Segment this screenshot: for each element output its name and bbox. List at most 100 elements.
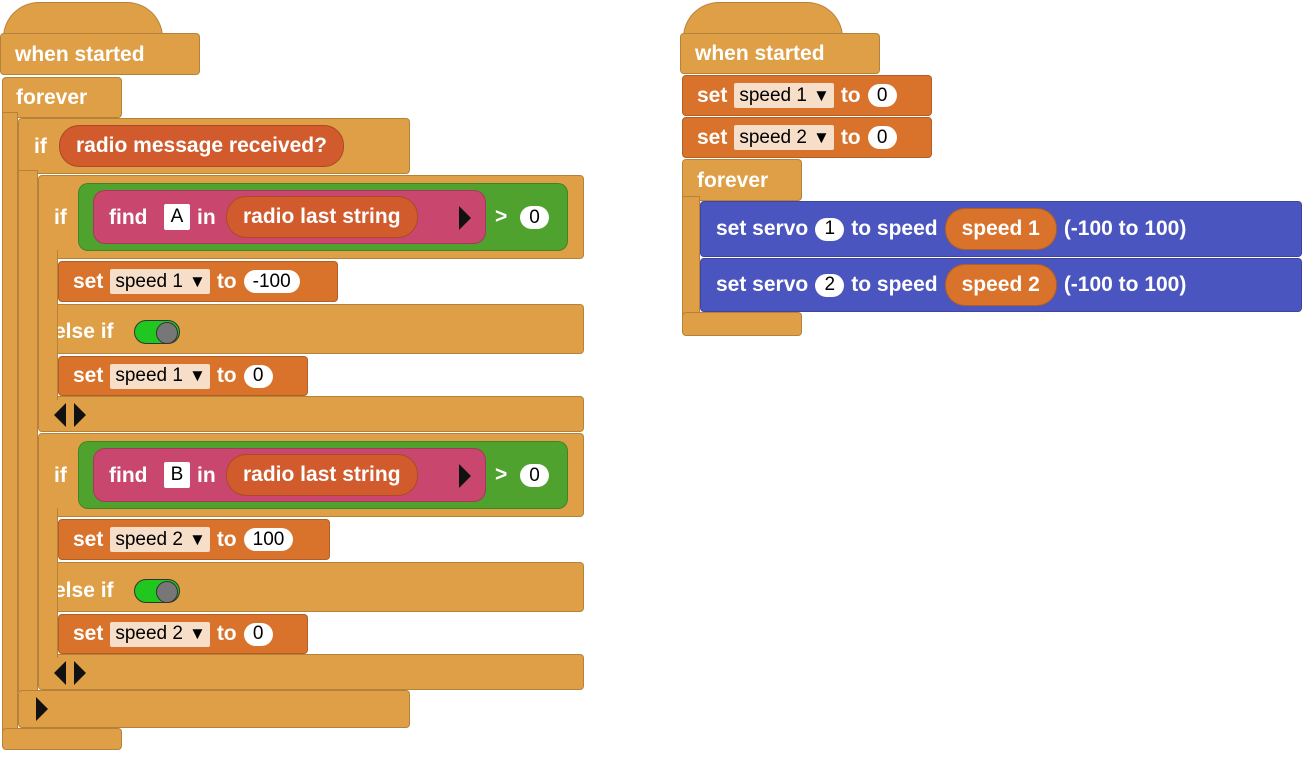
collapse-left-icon-1[interactable] — [54, 403, 66, 427]
dropdown-arrow-icon: ▼ — [188, 624, 206, 643]
gt-symbol-2: > — [495, 463, 508, 486]
radio-last-string-2[interactable]: radio last string — [226, 454, 418, 496]
expand-right-icon-2[interactable] — [74, 661, 86, 685]
variable-dropdown[interactable]: speed 2 ▼ — [734, 125, 834, 150]
if-else-arm-2 — [38, 508, 58, 658]
to-speed-label: to speed — [851, 217, 938, 240]
to-label: to — [216, 364, 237, 387]
if-radio-arm — [18, 170, 38, 692]
else-if-block-2[interactable]: else if — [38, 562, 584, 612]
radio-last-string-label-1: radio last string — [243, 205, 401, 228]
forever-label: forever — [16, 86, 88, 109]
collapse-left-icon-2[interactable] — [54, 661, 66, 685]
set-speed2-init-block[interactable]: set speed 2 ▼ to 0 — [682, 117, 932, 158]
range-label: (-100 to 100) — [1063, 273, 1187, 296]
radio-message-received-predicate[interactable]: radio message received? — [59, 125, 344, 167]
expand-right-icon-1[interactable] — [74, 403, 86, 427]
forever-block-right[interactable]: forever — [682, 159, 802, 201]
forever-foot — [2, 728, 122, 750]
variable-name: speed 1 — [115, 365, 183, 386]
set-speed1-block[interactable]: set speed 1 ▼ to -100 — [58, 261, 338, 302]
forever-arm — [2, 112, 18, 732]
set-value[interactable]: 100 — [243, 528, 294, 551]
set-label: set — [73, 622, 104, 645]
set-label: set — [697, 83, 728, 107]
variable-name: speed 1 — [739, 84, 807, 106]
forever-foot-right — [682, 312, 802, 336]
dropdown-arrow-icon: ▼ — [812, 127, 830, 147]
else-if-block-1[interactable]: else if — [38, 304, 584, 354]
variable-dropdown[interactable]: speed 1 ▼ — [110, 269, 210, 294]
radio-last-string-1[interactable]: radio last string — [226, 196, 418, 238]
gt-symbol-1: > — [495, 205, 508, 228]
to-speed-label: to speed — [851, 273, 938, 296]
expand-right-icon[interactable] — [36, 697, 48, 721]
forever-block-left[interactable]: forever — [2, 77, 122, 118]
set-speed1-init-block[interactable]: set speed 1 ▼ to 0 — [682, 75, 932, 116]
variable-dropdown[interactable]: speed 1 ▼ — [110, 363, 210, 389]
speed-variable-reporter[interactable]: speed 1 — [944, 208, 1057, 250]
variable-dropdown[interactable]: speed 1 ▼ — [734, 83, 834, 108]
set-servo1-block[interactable]: set servo 1 to speed speed 1 (-100 to 10… — [700, 201, 1302, 257]
hat-cap-right — [683, 2, 843, 38]
variable-name: speed 2 — [115, 623, 183, 644]
set-speed2-block[interactable]: set speed 2 ▼ to 100 — [58, 519, 330, 560]
variable-name: speed 2 — [739, 126, 807, 148]
set-value[interactable]: 0 — [243, 622, 273, 646]
to-label: to — [840, 83, 861, 107]
if-else-foot-2 — [38, 654, 584, 690]
expand-right-icon-find-2[interactable] — [459, 464, 471, 488]
set-speed2-zero-block[interactable]: set speed 2 ▼ to 0 — [58, 614, 308, 654]
when-started-hat-right[interactable]: when started — [680, 33, 880, 74]
servo-port[interactable]: 1 — [815, 217, 845, 241]
if-label-2: if — [54, 464, 67, 487]
to-label: to — [840, 125, 861, 149]
toggle-switch-2[interactable] — [134, 579, 180, 603]
if-radio-foot — [18, 690, 410, 728]
if-label: if — [34, 135, 47, 158]
variable-name: speed 1 — [115, 270, 183, 292]
forever-arm-right — [682, 196, 700, 316]
find-in-block-1[interactable]: find A in radio last string — [93, 190, 486, 244]
to-label: to — [216, 269, 237, 293]
if-label-1: if — [54, 206, 67, 229]
toggle-switch-1[interactable] — [134, 320, 180, 344]
set-servo-label: set servo — [716, 273, 809, 296]
variable-dropdown[interactable]: speed 2 ▼ — [110, 527, 210, 552]
forever-label-right: forever — [697, 169, 769, 192]
find-in-block-2[interactable]: find B in radio last string — [93, 448, 486, 502]
hat-label: when started — [15, 43, 145, 66]
range-label: (-100 to 100) — [1063, 217, 1187, 240]
find-label-2: find — [109, 464, 148, 487]
find-char-1[interactable]: A — [164, 204, 190, 230]
speed-variable-reporter[interactable]: speed 2 — [944, 264, 1057, 306]
else-if-label-2: else if — [54, 579, 114, 602]
set-value[interactable]: 0 — [867, 126, 897, 149]
set-label: set — [73, 269, 104, 293]
if-else-foot-1 — [38, 396, 584, 432]
when-started-hat-left[interactable]: when started — [0, 33, 200, 75]
find-char-2[interactable]: B — [164, 462, 190, 488]
hat-cap — [3, 2, 163, 38]
radio-received-label: radio message received? — [76, 134, 327, 157]
set-value[interactable]: 0 — [243, 364, 273, 388]
compare-value-2[interactable]: 0 — [520, 464, 549, 487]
set-value[interactable]: 0 — [867, 84, 897, 107]
dropdown-arrow-icon: ▼ — [188, 271, 206, 291]
else-if-label-1: else if — [54, 320, 114, 343]
compare-value-1[interactable]: 0 — [520, 206, 549, 229]
set-servo-label: set servo — [716, 217, 809, 240]
hat-label-right: when started — [695, 42, 825, 65]
dropdown-arrow-icon: ▼ — [812, 85, 830, 105]
variable-name: speed 2 — [115, 528, 183, 550]
to-label: to — [216, 622, 237, 645]
set-servo2-block[interactable]: set servo 2 to speed speed 2 (-100 to 10… — [700, 258, 1302, 312]
servo-port[interactable]: 2 — [815, 273, 845, 297]
expand-right-icon-find-1[interactable] — [459, 206, 471, 230]
set-speed1-zero-block[interactable]: set speed 1 ▼ to 0 — [58, 356, 308, 396]
variable-dropdown[interactable]: speed 2 ▼ — [110, 621, 210, 647]
set-value[interactable]: -100 — [243, 270, 300, 293]
set-label: set — [697, 125, 728, 149]
set-label: set — [73, 527, 104, 551]
set-label: set — [73, 364, 104, 387]
